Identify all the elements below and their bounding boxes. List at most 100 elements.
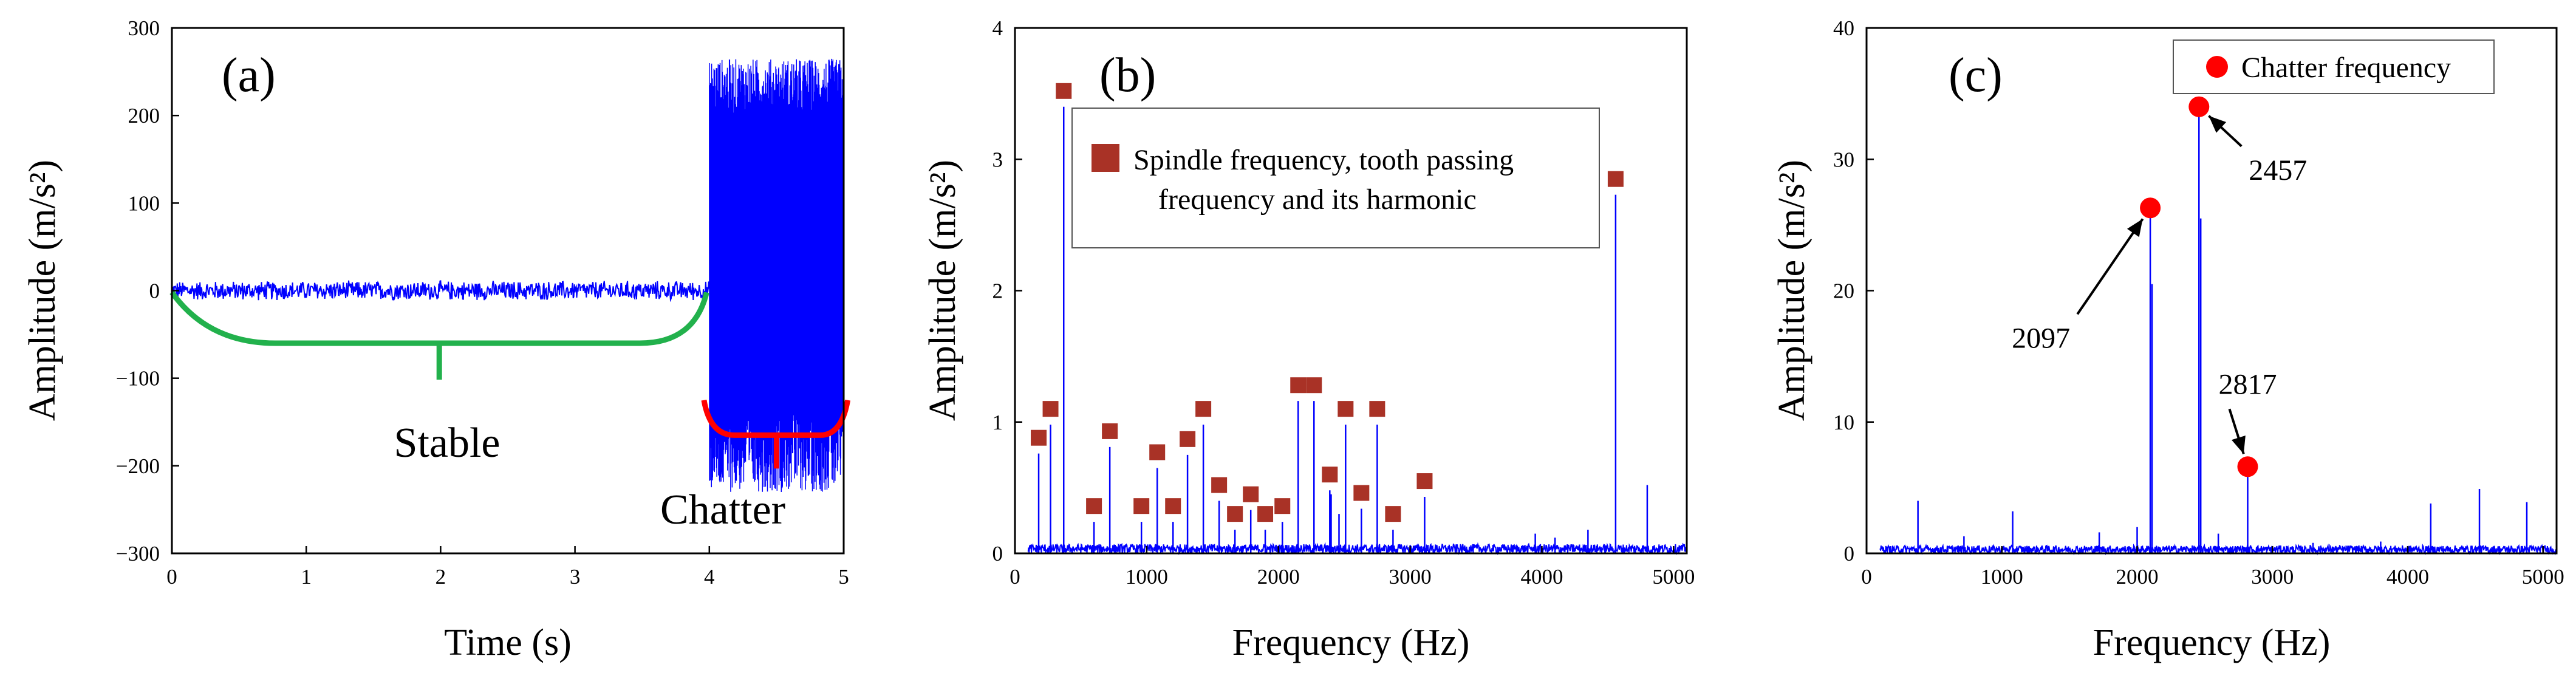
panel-a-signal — [171, 58, 844, 493]
x-tick-label: 1000 — [1981, 565, 2023, 589]
chatter-point-marker — [2140, 197, 2161, 219]
x-tick-label: 1000 — [1126, 565, 1168, 589]
y-tick-label: 20 — [1833, 279, 1854, 303]
y-tick-label: 0 — [149, 279, 160, 303]
harmonic-marker — [1306, 377, 1322, 394]
x-tick-label: 1 — [301, 565, 312, 589]
harmonic-marker — [1195, 401, 1212, 417]
harmonic-marker — [1056, 83, 1072, 99]
x-tick-label: 2000 — [1257, 565, 1300, 589]
panel-b-spectrum — [1027, 106, 1687, 555]
harmonic-marker — [1031, 429, 1047, 446]
annotation-arrow — [2076, 218, 2144, 315]
harmonic-marker — [1211, 477, 1228, 493]
panel-b: 0 1000 2000 3000 4000 5000 4 3 2 1 0 (b) Frequency… — [922, 16, 1695, 663]
stable-signal-line — [171, 280, 710, 302]
x-tick-label: 2000 — [2116, 565, 2158, 589]
panel-b-legend: Spindle frequency, tooth passing frequen… — [1071, 108, 1600, 248]
x-tick-label: 0 — [166, 565, 177, 589]
harmonic-marker — [1227, 506, 1243, 522]
harmonic-marker — [1086, 498, 1102, 514]
arrow-head — [2209, 115, 2227, 133]
panel-c-label: (c) — [1949, 49, 2003, 102]
chatter-frequency-label: 2817 — [2218, 368, 2277, 400]
y-tick-label: 3 — [992, 148, 1003, 171]
legend-box — [1071, 108, 1600, 248]
harmonic-marker — [1243, 486, 1259, 502]
x-tick-label: 3 — [570, 565, 581, 589]
x-tick-label: 4 — [704, 565, 715, 589]
y-tick-label: 300 — [128, 16, 160, 40]
harmonic-marker — [1274, 498, 1291, 514]
panel-c-legend: Chatter frequency — [2173, 39, 2495, 94]
harmonic-marker — [1369, 401, 1385, 417]
spectrum-noise-line — [1027, 542, 1687, 555]
harmonic-marker — [1133, 498, 1150, 514]
x-tick-label: 5 — [838, 565, 849, 589]
x-tick-label: 2 — [436, 565, 446, 589]
arrow-head — [2127, 219, 2143, 238]
x-tick-label: 4000 — [2386, 565, 2429, 589]
x-tick-label: 5000 — [1652, 565, 1695, 589]
y-tick-label: 100 — [128, 191, 160, 215]
panel-b-xlabel: Frequency (Hz) — [1232, 622, 1470, 663]
y-tick-label: 10 — [1833, 411, 1854, 434]
chatter-frequency-label: 2097 — [2012, 322, 2070, 354]
chatter-point-marker — [2237, 456, 2258, 477]
panel-b-ylabel: Amplitude (m/s²) — [922, 160, 963, 421]
y-tick-label: 30 — [1833, 148, 1854, 171]
y-tick-label: 1 — [992, 411, 1003, 434]
harmonic-marker — [1416, 473, 1433, 490]
harmonic-marker — [1102, 423, 1118, 439]
panel-a-ylabel: Amplitude (m/s²) — [22, 160, 63, 421]
chatter-frequency-label: 2457 — [2249, 154, 2307, 186]
y-tick-label: 200 — [128, 104, 160, 128]
panel-b-label: (b) — [1099, 49, 1156, 102]
harmonic-marker — [1165, 498, 1181, 514]
legend-dot-marker — [2206, 56, 2228, 78]
panel-a-xlabel: Time (s) — [444, 622, 572, 663]
x-tick-label: 3000 — [2251, 565, 2294, 589]
chatter-signal-line — [709, 58, 844, 493]
panel-c-ylabel: Amplitude (m/s²) — [1771, 160, 1812, 421]
x-tick-label: 3000 — [1389, 565, 1432, 589]
harmonic-marker — [1257, 506, 1274, 522]
harmonic-marker — [1042, 401, 1059, 417]
legend-square-marker — [1092, 144, 1119, 172]
x-tick-label: 0 — [1010, 565, 1020, 589]
legend-text-line2: frequency and its harmonic — [1158, 183, 1477, 216]
panel-c-spectrum — [1879, 106, 2557, 556]
x-tick-label: 0 — [1861, 565, 1872, 589]
y-tick-label: 40 — [1833, 16, 1854, 40]
y-tick-label: 2 — [992, 279, 1003, 303]
stable-annotation: Stable — [394, 420, 501, 467]
panel-a-label: (a) — [222, 49, 276, 102]
y-tick-label: 0 — [1844, 542, 1855, 566]
stable-bracket — [169, 290, 709, 346]
harmonic-marker — [1607, 171, 1624, 187]
arrow-head — [2231, 435, 2246, 454]
panel-a: 0 1 2 3 4 5 300 200 100 0 −100 −200 −300 (a) Time (s… — [22, 16, 851, 663]
harmonic-marker — [1338, 401, 1354, 417]
x-tick-label: 4000 — [1520, 565, 1563, 589]
harmonic-marker — [1322, 467, 1338, 483]
chatter-point-marker — [2188, 96, 2210, 117]
x-tick-label: 5000 — [2522, 565, 2564, 589]
y-tick-label: 0 — [992, 542, 1003, 566]
y-tick-label: 4 — [992, 16, 1003, 40]
legend-text: Chatter frequency — [2241, 52, 2451, 84]
panel-b-frame — [1014, 27, 1688, 555]
harmonic-marker — [1385, 506, 1401, 522]
y-tick-label: −200 — [116, 454, 160, 478]
y-tick-label: −300 — [116, 542, 160, 566]
y-tick-label: −100 — [116, 367, 160, 391]
harmonic-marker — [1180, 431, 1196, 447]
chatter-annotation: Chatter — [660, 487, 785, 533]
panel-c: 0 1000 2000 3000 4000 5000 40 30 20 10 0 2097 2457 2… — [1771, 16, 2564, 663]
panel-c-frame — [1865, 27, 2558, 555]
harmonic-marker — [1353, 485, 1370, 501]
harmonic-marker — [1149, 444, 1166, 460]
harmonic-marker — [1290, 377, 1307, 394]
panel-c-xlabel: Frequency (Hz) — [2093, 622, 2331, 663]
